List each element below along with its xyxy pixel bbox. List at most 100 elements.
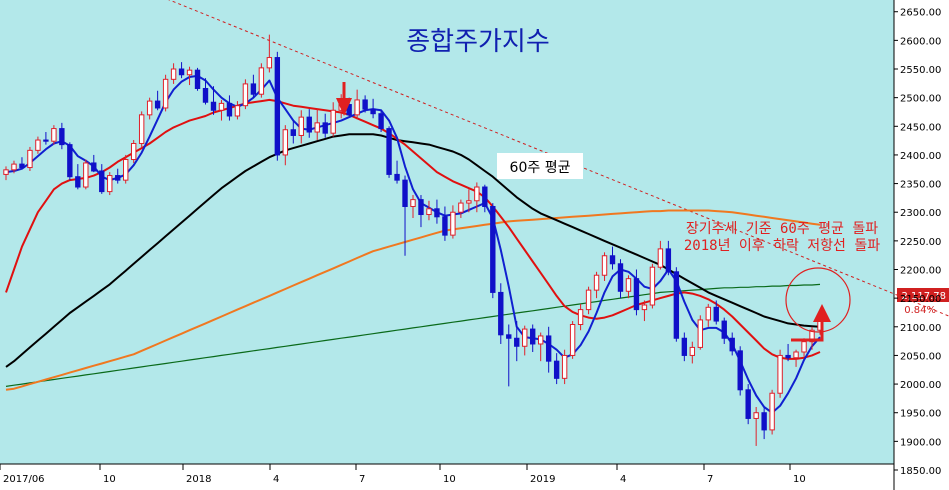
y-tick-label: 2000.00 <box>900 380 941 391</box>
candle <box>218 99 225 121</box>
candle <box>386 126 392 178</box>
y-tick-label: 2300.00 <box>900 208 941 219</box>
candle <box>154 90 161 111</box>
x-tick-label: 4 <box>273 474 279 485</box>
candle <box>99 164 105 194</box>
candle <box>553 353 560 385</box>
candle <box>585 286 592 315</box>
y-axis-ticks: 2650.00 2600.00 2550.00 2500.00 2450.00 2400.… <box>894 8 941 477</box>
ma5-line <box>5 74 821 414</box>
candle <box>330 102 336 137</box>
candle <box>729 332 735 356</box>
candle <box>162 74 169 112</box>
candle <box>282 125 289 166</box>
candle <box>274 51 281 161</box>
candle <box>498 283 504 344</box>
candle <box>745 384 751 425</box>
candle <box>258 63 265 98</box>
candle <box>609 246 616 270</box>
y-tick-label: 2150.00 <box>900 294 941 305</box>
candle <box>83 159 89 190</box>
candle <box>689 341 696 364</box>
y-tick-label: 2250.00 <box>900 237 941 248</box>
candle <box>354 89 360 120</box>
x-tick-label: 7 <box>359 474 365 485</box>
y-tick-label: 2350.00 <box>900 180 941 191</box>
candle <box>593 271 600 299</box>
candle <box>665 240 672 276</box>
ma120-line <box>5 209 821 391</box>
x-tick-label: 2017/06 <box>3 474 45 485</box>
candle <box>442 206 448 241</box>
candle <box>186 66 193 86</box>
candle <box>785 343 791 362</box>
candle <box>130 140 137 163</box>
chart-title: 종합주가지수 <box>406 27 550 57</box>
candle <box>210 86 217 115</box>
candles <box>3 34 823 446</box>
candle <box>673 267 680 342</box>
candle <box>641 300 648 322</box>
y-axis-panel <box>894 0 949 490</box>
ma60-line <box>5 133 821 368</box>
candle <box>530 324 536 352</box>
note-line-2: 2018년 이후 하락 저항선 돌파 <box>684 238 880 254</box>
resistance-line <box>168 0 949 317</box>
candle <box>43 132 49 145</box>
candle <box>298 110 304 144</box>
candle <box>769 389 775 435</box>
candle <box>649 263 656 309</box>
x-tick-label: 10 <box>793 474 806 485</box>
y-tick-label: 2450.00 <box>900 122 941 133</box>
candle <box>450 205 456 239</box>
ma20-line <box>5 98 821 360</box>
candle <box>482 184 488 213</box>
candle <box>625 275 632 299</box>
candle <box>713 300 719 325</box>
candle <box>577 303 584 331</box>
breakout-circle <box>785 267 851 333</box>
candle <box>115 168 121 184</box>
candle <box>601 252 608 281</box>
candle <box>434 199 440 224</box>
annotations: 종합주가지수 60주 평균 장기추세 기준 60주 평균 돌파 2018년 이후… <box>336 27 949 342</box>
candle <box>761 408 767 440</box>
candle <box>474 182 480 213</box>
last-price-label: 2,117.78 <box>901 291 946 302</box>
ma240-line <box>5 283 821 387</box>
x-axis-ticks: 2017/06 10 2018 4 7 10 2019 4 7 10 <box>0 464 806 485</box>
y-tick-label: 2500.00 <box>900 94 941 105</box>
x-tick-label: 2019 <box>530 474 555 485</box>
candle <box>202 78 209 105</box>
y-tick-label: 2400.00 <box>900 151 941 162</box>
last-price-badge <box>897 288 949 302</box>
y-tick-label: 2100.00 <box>900 323 941 334</box>
candle <box>194 67 201 91</box>
candle <box>138 111 145 147</box>
y-tick-label: 2050.00 <box>900 351 941 362</box>
candle <box>426 200 432 221</box>
candle <box>657 240 664 270</box>
candle <box>737 346 743 396</box>
candle <box>19 157 25 169</box>
candle <box>75 164 81 190</box>
candle <box>721 317 727 344</box>
candle <box>322 113 328 138</box>
candle <box>506 324 512 387</box>
y-tick-label: 2200.00 <box>900 266 941 277</box>
x-tick-label: 10 <box>443 474 456 485</box>
candle <box>490 203 496 299</box>
candle <box>226 95 233 121</box>
candle <box>466 189 472 213</box>
ma60-label-box <box>497 153 583 179</box>
candle <box>394 160 400 184</box>
candle <box>418 195 424 228</box>
candle <box>681 332 688 362</box>
candle <box>91 154 97 173</box>
grid <box>0 0 895 490</box>
candle <box>250 74 257 98</box>
candle <box>793 349 799 367</box>
candle <box>522 325 528 356</box>
candle <box>107 172 113 196</box>
x-tick-label: 10 <box>103 474 116 485</box>
